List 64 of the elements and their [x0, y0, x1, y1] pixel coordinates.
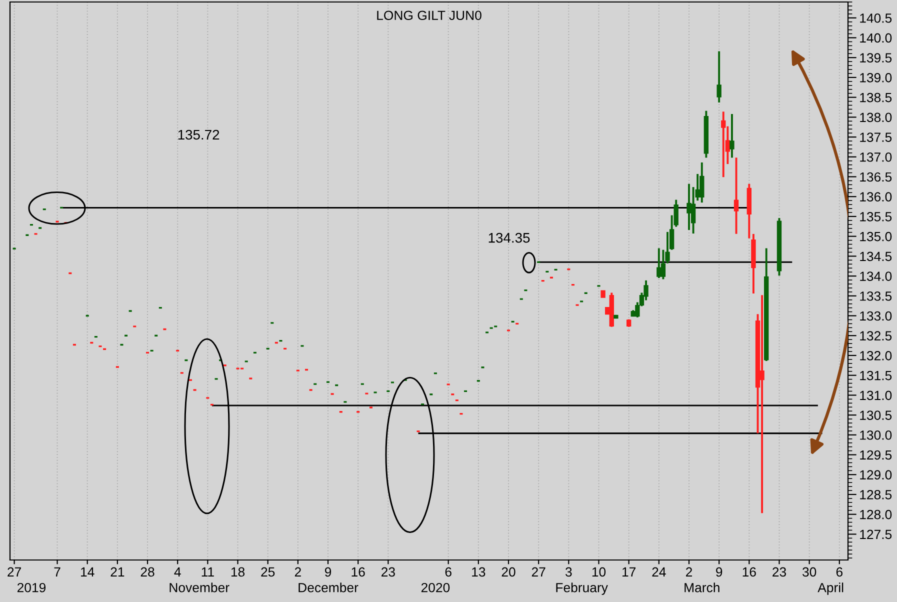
y-tick-label: 133.5 — [860, 291, 892, 301]
x-tick-label: 25 — [261, 567, 275, 577]
y-tick-label: 135.0 — [860, 232, 892, 242]
y-tick-label: 128.0 — [860, 510, 892, 520]
y-tick-label: 134.5 — [860, 252, 892, 262]
y-tick-label: 139.0 — [860, 73, 892, 82]
x2-tick-label: December — [298, 582, 358, 592]
x-tick-label: 30 — [802, 567, 816, 577]
y-tick-label: 130.5 — [860, 410, 892, 420]
x-tick-label: 3 — [566, 567, 572, 577]
y-tick-label: 137.5 — [860, 132, 892, 142]
x2-tick-label: November — [170, 582, 230, 592]
x2-tick-label: February — [556, 582, 608, 595]
x-tick-label: 13 — [472, 567, 486, 577]
y-tick-label: 131.5 — [860, 370, 892, 380]
x-tick-label: 17 — [622, 567, 636, 577]
x-tick-label: 10 — [592, 567, 606, 577]
annotation: 134.35 — [488, 232, 530, 243]
x-tick-label: 9 — [324, 567, 332, 577]
y-tick-label: 129.5 — [860, 450, 892, 460]
y-tick-label: 132.5 — [860, 331, 892, 341]
y-tick-label: 140.5 — [860, 13, 892, 23]
x-tick-label: 27 — [532, 567, 546, 577]
y-tick-label: 138.5 — [860, 92, 892, 102]
x-tick-label: 23 — [382, 567, 395, 577]
y-tick-label: 130.0 — [860, 430, 892, 440]
y-tick-label: 128.5 — [860, 490, 892, 500]
y-tick-label: 140.0 — [860, 33, 892, 43]
y-tick-label: 135.5 — [860, 212, 892, 222]
x-tick-label: 9 — [716, 567, 722, 577]
y-tick-label: 131.0 — [860, 390, 892, 400]
y-tick-label: 134.0 — [860, 272, 892, 281]
x-tick-label: 27 — [8, 567, 21, 577]
y-tick-label: 138.0 — [860, 112, 892, 122]
x-tick-label: 4 — [174, 567, 181, 577]
text: LONG GILT JUN0 — [377, 10, 482, 20]
x-tick-label: 16 — [742, 567, 756, 577]
x-tick-label: 6 — [445, 567, 452, 577]
annotation: 135.72 — [178, 130, 220, 140]
x-tick-label: 20 — [502, 567, 516, 577]
x2-tick-label: 2020 — [421, 582, 450, 592]
x-tick-label: 18 — [231, 567, 245, 577]
y-tick-label: 129.0 — [860, 470, 892, 480]
x-tick-label: 2 — [686, 567, 692, 577]
x-tick-label: 23 — [772, 567, 786, 577]
y-tick-label: 127.5 — [860, 530, 892, 540]
x-tick-label: 28 — [140, 567, 154, 577]
x-tick-label: 24 — [652, 567, 666, 577]
x-tick-label: 2 — [294, 567, 301, 577]
x2-tick-label: March — [684, 582, 720, 592]
y-tick-label: 133.0 — [860, 311, 892, 321]
x-tick-label: 21 — [110, 567, 124, 577]
x2-tick-label: April — [818, 582, 844, 595]
x2-tick-label: 2019 — [17, 582, 46, 592]
y-tick-label: 139.5 — [860, 53, 892, 63]
x-tick-label: 16 — [352, 567, 365, 577]
x-tick-label: 14 — [81, 567, 94, 577]
x-tick-label: 7 — [54, 567, 60, 577]
y-tick-label: 136.5 — [860, 172, 892, 182]
x-tick-label: 6 — [836, 567, 842, 577]
x-tick-label: 11 — [202, 567, 214, 577]
y-tick-label: 136.0 — [860, 192, 892, 202]
y-tick-label: 137.0 — [860, 152, 892, 162]
y-tick-label: 132.0 — [860, 351, 892, 360]
